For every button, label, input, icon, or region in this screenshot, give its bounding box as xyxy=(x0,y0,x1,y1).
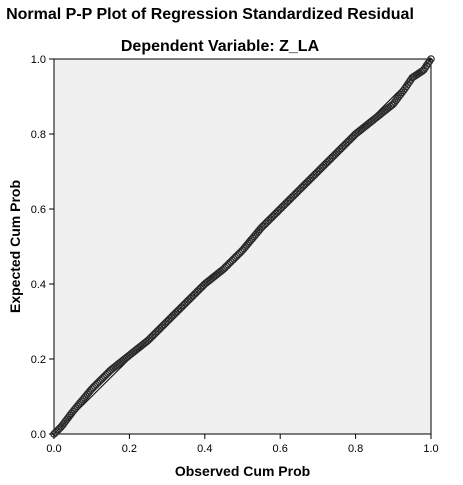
y-tick-label: 1.0 xyxy=(31,54,46,66)
x-tick-label: 0.4 xyxy=(197,443,212,455)
x-tick-label: 1.0 xyxy=(423,443,438,455)
y-axis-label: Expected Cum Prob xyxy=(7,180,23,313)
x-tick-label: 0.2 xyxy=(122,443,137,455)
x-tick-label: 0.8 xyxy=(348,443,363,455)
y-tick-label: 0.4 xyxy=(31,279,46,291)
x-tick-label: 0.6 xyxy=(273,443,288,455)
x-tick-label: 0.0 xyxy=(46,443,61,455)
y-tick-label: 0.2 xyxy=(31,354,46,366)
y-tick-label: 0.0 xyxy=(31,429,46,441)
chart-subtitle: Dependent Variable: Z_LA xyxy=(120,38,320,55)
y-tick-label: 0.6 xyxy=(31,204,46,216)
x-axis-label: Observed Cum Prob xyxy=(175,463,310,479)
data-point xyxy=(427,55,435,63)
chart-title: Normal P-P Plot of Regression Standardiz… xyxy=(6,6,414,23)
y-tick-label: 0.8 xyxy=(31,129,46,141)
